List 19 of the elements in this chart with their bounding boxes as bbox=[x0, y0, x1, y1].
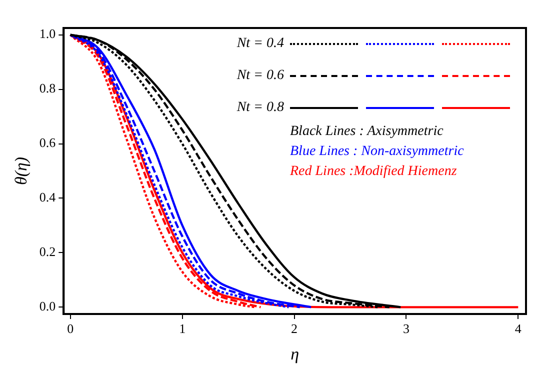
legend-label: Nt = 0.6 bbox=[236, 68, 284, 84]
legend-label: Nt = 0.4 bbox=[236, 36, 284, 52]
x-tick-label: 2 bbox=[291, 321, 298, 336]
y-tick-label: 0.8 bbox=[39, 80, 56, 96]
x-tick-label: 4 bbox=[514, 321, 522, 336]
annotation: Red Lines :Modified Hiemenz bbox=[290, 164, 458, 181]
y-tick-label: 0.6 bbox=[39, 135, 56, 150]
annotation: Black Lines : Axisymmetric bbox=[290, 124, 444, 141]
y-tick-label: 0.4 bbox=[39, 190, 56, 205]
x-tick-label: 1 bbox=[179, 321, 186, 336]
annotation: Blue Lines : Non-axisymmetric bbox=[290, 144, 465, 161]
y-tick-label: 0.0 bbox=[39, 298, 56, 314]
y-axis-title: θ(η) bbox=[12, 156, 31, 186]
x-axis-title: η bbox=[290, 344, 300, 364]
y-tick-label: 1.0 bbox=[39, 26, 56, 42]
y-tick-label: 0.2 bbox=[39, 244, 56, 260]
x-tick-label: 3 bbox=[402, 321, 410, 336]
legend-label: Nt = 0.8 bbox=[236, 100, 284, 116]
x-tick-label: 0 bbox=[67, 321, 74, 336]
